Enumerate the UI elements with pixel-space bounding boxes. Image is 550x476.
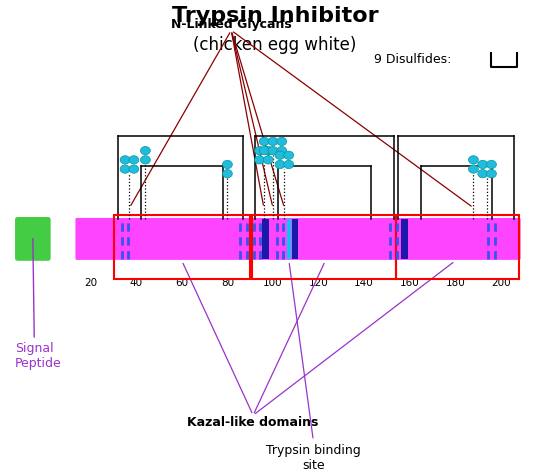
Circle shape bbox=[268, 147, 278, 156]
Text: 140: 140 bbox=[354, 278, 374, 288]
Bar bbox=[262, 220, 269, 259]
Text: Trypsin Inhibitor: Trypsin Inhibitor bbox=[172, 6, 378, 26]
Circle shape bbox=[469, 157, 478, 165]
FancyBboxPatch shape bbox=[75, 218, 521, 260]
Circle shape bbox=[120, 157, 130, 165]
Circle shape bbox=[263, 147, 273, 156]
Circle shape bbox=[284, 152, 294, 160]
Circle shape bbox=[120, 166, 130, 174]
Circle shape bbox=[223, 161, 232, 169]
Text: Trypsin binding
site: Trypsin binding site bbox=[266, 443, 361, 471]
Circle shape bbox=[255, 147, 265, 156]
Text: 80: 80 bbox=[221, 278, 234, 288]
Circle shape bbox=[478, 161, 488, 169]
Bar bbox=[113, 215, 250, 280]
Text: 200: 200 bbox=[491, 278, 510, 288]
Text: 40: 40 bbox=[130, 278, 143, 288]
Text: 100: 100 bbox=[263, 278, 283, 288]
Circle shape bbox=[469, 166, 478, 174]
Text: 120: 120 bbox=[309, 278, 328, 288]
Circle shape bbox=[263, 157, 273, 165]
Circle shape bbox=[275, 152, 285, 160]
Text: Kazal-like domains: Kazal-like domains bbox=[188, 416, 319, 428]
Text: 9 Disulfides:: 9 Disulfides: bbox=[373, 52, 451, 65]
Circle shape bbox=[275, 161, 285, 169]
Circle shape bbox=[140, 147, 150, 156]
Circle shape bbox=[277, 147, 287, 156]
Bar bbox=[252, 215, 396, 280]
Circle shape bbox=[268, 138, 278, 146]
Text: 60: 60 bbox=[175, 278, 189, 288]
Text: Signal
Peptide: Signal Peptide bbox=[15, 342, 62, 370]
Bar bbox=[287, 220, 290, 259]
Text: 180: 180 bbox=[446, 278, 465, 288]
Circle shape bbox=[129, 166, 139, 174]
Bar bbox=[292, 220, 299, 259]
Text: N-Linked Glycans: N-Linked Glycans bbox=[171, 18, 292, 31]
Circle shape bbox=[223, 170, 232, 178]
Text: (chicken egg white): (chicken egg white) bbox=[193, 36, 357, 54]
Circle shape bbox=[129, 157, 139, 165]
Circle shape bbox=[259, 138, 269, 146]
Circle shape bbox=[487, 161, 497, 169]
Circle shape bbox=[255, 157, 265, 165]
Text: 160: 160 bbox=[400, 278, 420, 288]
Bar bbox=[402, 220, 408, 259]
Bar bbox=[396, 215, 519, 280]
Circle shape bbox=[277, 138, 287, 146]
FancyBboxPatch shape bbox=[15, 218, 51, 261]
Circle shape bbox=[487, 170, 497, 178]
Circle shape bbox=[140, 157, 150, 165]
Circle shape bbox=[284, 161, 294, 169]
Text: 20: 20 bbox=[84, 278, 97, 288]
Circle shape bbox=[259, 147, 269, 156]
Circle shape bbox=[478, 170, 488, 178]
